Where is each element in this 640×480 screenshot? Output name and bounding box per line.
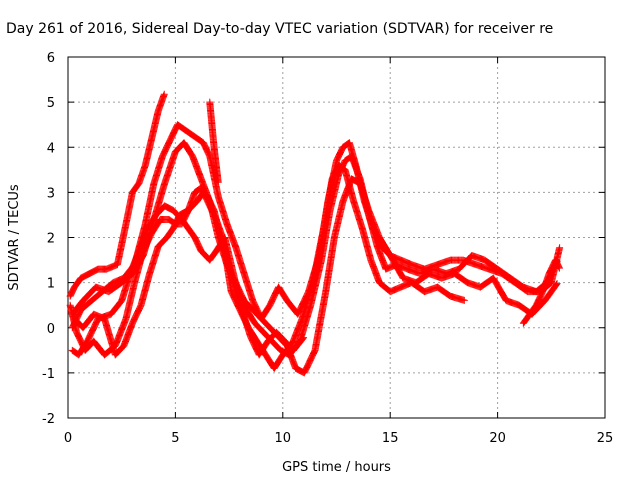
x-tick-label: 10 — [275, 431, 292, 446]
x-tick-label: 20 — [489, 431, 506, 446]
data-point — [134, 181, 142, 189]
y-tick-label: 3 — [47, 186, 55, 201]
chart-title: Day 261 of 2016, Sidereal Day-to-day VTE… — [6, 21, 553, 37]
data-points — [66, 90, 564, 377]
y-tick-label: 0 — [47, 322, 55, 337]
x-tick-label: 0 — [64, 431, 72, 446]
data-point — [460, 296, 468, 304]
x-tick-label: 15 — [382, 431, 399, 446]
y-axis-label: SDTVAR / TECUs — [7, 184, 22, 291]
data-point — [189, 232, 197, 240]
data-point — [295, 339, 303, 347]
data-point — [160, 90, 168, 98]
y-tick-label: 1 — [47, 277, 55, 292]
y-tick-label: 5 — [47, 96, 55, 111]
y-tick-label: 4 — [47, 141, 55, 156]
x-tick-label: 5 — [171, 431, 179, 446]
data-point — [168, 226, 176, 234]
y-tick-label: -1 — [42, 367, 55, 382]
y-tick-label: 6 — [47, 51, 55, 66]
y-tick-label: -2 — [42, 412, 55, 427]
x-axis-label: GPS time / hours — [282, 460, 391, 475]
y-tick-label: 2 — [47, 232, 55, 247]
data-point — [556, 244, 564, 252]
data-point — [116, 298, 124, 306]
axis-ticks: 0 5 10 15 20 25 -2 -1 0 1 2 3 4 5 6 — [42, 51, 613, 446]
x-tick-label: 25 — [597, 431, 614, 446]
